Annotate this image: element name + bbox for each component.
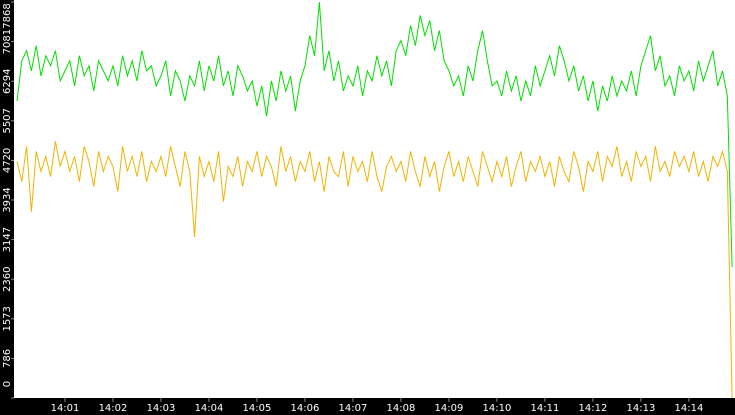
- x-tick-label: 14:11: [531, 403, 560, 414]
- x-tick-label: 14:12: [579, 403, 608, 414]
- y-tick-label: 3934: [2, 187, 13, 212]
- x-tick-label: 14:10: [483, 403, 512, 414]
- x-tick-label: 14:03: [147, 403, 176, 414]
- x-tick-label: 14:04: [195, 403, 224, 414]
- series-line: [16, 141, 733, 399]
- x-tick-label: 14:06: [291, 403, 320, 414]
- x-tick-label: 14:07: [339, 403, 368, 414]
- x-tick-label: 14:05: [243, 403, 272, 414]
- x-tick-label: 14:13: [627, 403, 656, 414]
- y-tick-label: 4720: [2, 148, 13, 173]
- x-tick-label: 14:14: [675, 403, 704, 414]
- y-tick-label: 2360: [2, 266, 13, 291]
- x-tick-label: 14:09: [435, 403, 464, 414]
- x-tick-label: 14:01: [51, 403, 80, 414]
- x-axis-strip: [0, 398, 735, 415]
- y-tick-label: 1573: [2, 306, 13, 331]
- y-tick-label: 7868: [2, 3, 13, 28]
- x-tick-label: 14:02: [99, 403, 128, 414]
- y-tick-label: 0: [2, 381, 13, 387]
- y-tick-label: 5507: [2, 108, 13, 133]
- y-tick-label: 3147: [2, 227, 13, 252]
- x-tick-label: 14:08: [387, 403, 416, 414]
- y-tick-label: 7081: [2, 29, 13, 54]
- y-axis-strip: [0, 0, 14, 415]
- series-line: [16, 1, 733, 268]
- y-tick-label: 786: [2, 349, 13, 368]
- y-tick-label: 6294: [2, 68, 13, 93]
